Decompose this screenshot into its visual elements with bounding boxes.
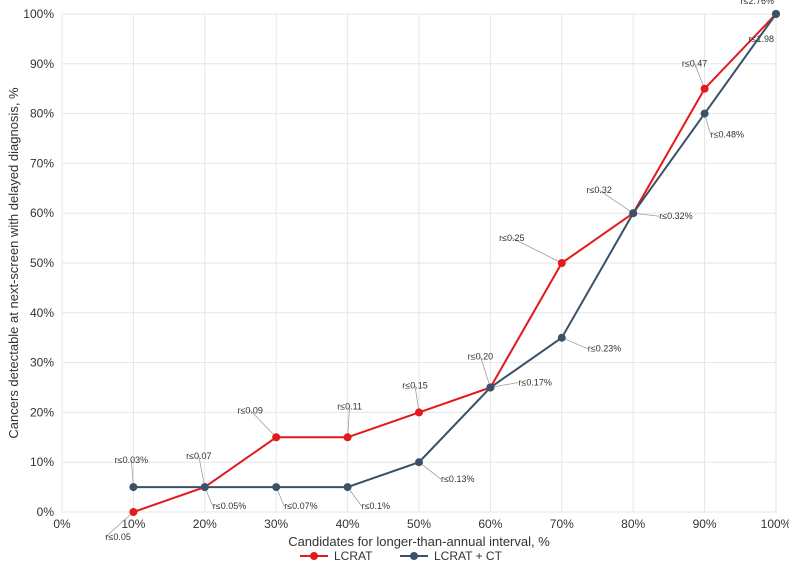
data-point [344, 483, 352, 491]
point-label: r≤0.47 [682, 59, 707, 69]
y-tick-label: 10% [30, 455, 54, 469]
point-label: r≤0.11 [337, 401, 362, 411]
point-label: r≤0.05% [213, 501, 246, 511]
y-tick-label: 90% [30, 57, 54, 71]
y-tick-label: 40% [30, 306, 54, 320]
x-tick-label: 70% [550, 517, 574, 531]
data-point [415, 458, 423, 466]
point-label: r≤0.48% [711, 130, 744, 140]
x-axis-label: Candidates for longer-than-annual interv… [288, 534, 550, 549]
y-tick-label: 30% [30, 356, 54, 370]
point-label: r≤0.32% [659, 211, 692, 221]
data-point [344, 433, 352, 441]
x-tick-label: 50% [407, 517, 431, 531]
y-tick-label: 50% [30, 256, 54, 270]
point-label: r≤2.76% [741, 0, 774, 6]
x-tick-label: 0% [53, 517, 71, 531]
data-point [415, 408, 423, 416]
point-label: r≤0.25 [499, 233, 524, 243]
legend-label: LCRAT [334, 549, 373, 563]
data-point [272, 483, 280, 491]
data-point [558, 259, 566, 267]
point-label: r≤0.05 [105, 532, 130, 542]
y-tick-label: 20% [30, 405, 54, 419]
y-tick-label: 100% [23, 7, 54, 21]
data-point [201, 483, 209, 491]
data-point [629, 209, 637, 217]
data-point [558, 334, 566, 342]
legend-marker-lcrat [310, 552, 318, 560]
data-point [701, 85, 709, 93]
point-label: r≤0.09 [237, 405, 262, 415]
line-chart: 0%10%20%30%40%50%60%70%80%90%100%0%10%20… [0, 0, 789, 570]
x-tick-label: 100% [761, 517, 789, 531]
x-tick-label: 40% [336, 517, 360, 531]
data-point [701, 110, 709, 118]
point-label: r≤0.07% [284, 501, 317, 511]
y-tick-label: 0% [37, 505, 55, 519]
y-tick-label: 70% [30, 156, 54, 170]
x-tick-label: 80% [621, 517, 645, 531]
legend-label: LCRAT + CT [434, 549, 503, 563]
series-line-lcrat-ct [133, 14, 776, 487]
point-label: r≤0.32 [586, 185, 611, 195]
leader-line [419, 462, 441, 479]
data-point [272, 433, 280, 441]
data-point [486, 384, 494, 392]
y-axis-label: Cancers detectable at next-screen with d… [6, 87, 21, 439]
data-point [772, 10, 780, 18]
point-label: r≤0.13% [441, 474, 474, 484]
point-label: r≤0.1% [362, 501, 390, 511]
leader-line [562, 338, 588, 349]
point-label: r≤0.07 [186, 451, 211, 461]
legend-marker-lcrat-ct [410, 552, 418, 560]
y-tick-label: 80% [30, 107, 54, 121]
x-tick-label: 90% [693, 517, 717, 531]
point-label: r≤0.15 [402, 380, 427, 390]
data-point [129, 483, 137, 491]
y-tick-label: 60% [30, 206, 54, 220]
x-tick-label: 20% [193, 517, 217, 531]
point-label: r≤0.17% [518, 378, 551, 388]
point-label: r≤0.23% [588, 344, 621, 354]
x-tick-label: 60% [478, 517, 502, 531]
point-label: r≤0.20 [468, 352, 493, 362]
data-point [129, 508, 137, 516]
x-tick-label: 30% [264, 517, 288, 531]
point-label: r≤0.03% [115, 455, 148, 465]
